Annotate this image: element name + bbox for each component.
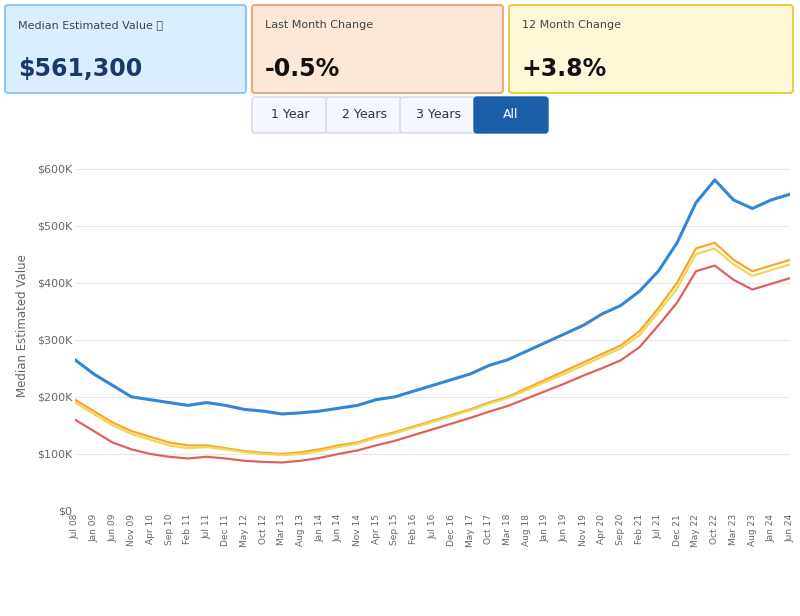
FancyBboxPatch shape	[509, 5, 793, 93]
Text: 2 Years: 2 Years	[342, 108, 386, 121]
Text: Median Estimated Value ⓘ: Median Estimated Value ⓘ	[18, 20, 163, 30]
FancyBboxPatch shape	[400, 97, 476, 133]
Text: $561,300: $561,300	[18, 57, 142, 81]
FancyBboxPatch shape	[252, 5, 503, 93]
Text: Last Month Change: Last Month Change	[265, 20, 373, 30]
Text: All: All	[503, 108, 518, 121]
FancyBboxPatch shape	[326, 97, 402, 133]
Text: +3.8%: +3.8%	[522, 57, 607, 81]
FancyBboxPatch shape	[252, 97, 328, 133]
Text: -0.5%: -0.5%	[265, 57, 340, 81]
Text: 1 Year: 1 Year	[270, 108, 310, 121]
Text: 12 Month Change: 12 Month Change	[522, 20, 621, 30]
FancyBboxPatch shape	[5, 5, 246, 93]
Text: 3 Years: 3 Years	[415, 108, 461, 121]
FancyBboxPatch shape	[474, 97, 548, 133]
Y-axis label: Median Estimated Value: Median Estimated Value	[15, 254, 29, 397]
